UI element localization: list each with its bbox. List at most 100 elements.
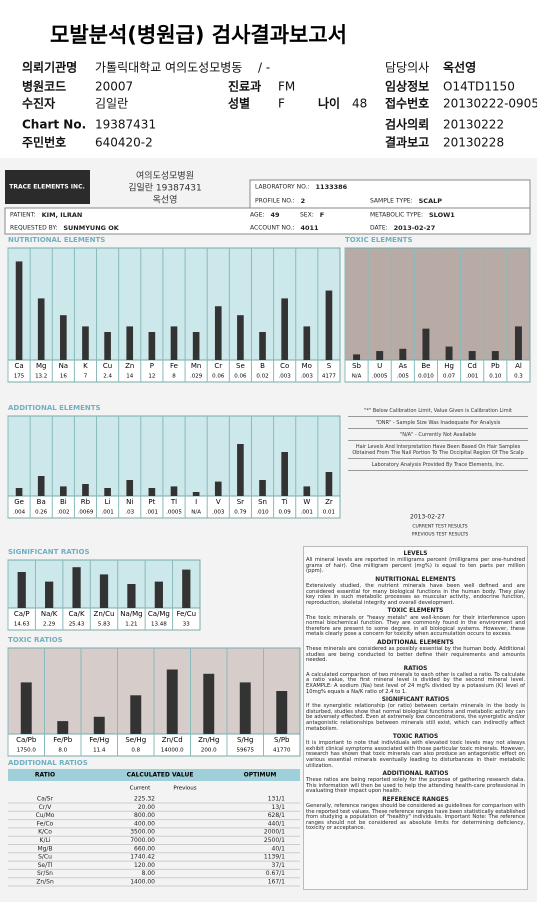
element-label: Se	[236, 362, 245, 370]
element-label: Zn/Cd	[162, 736, 183, 744]
element-label: Pt	[148, 498, 155, 506]
lab-value: SCALP	[419, 197, 443, 205]
element-value: 5.83	[98, 622, 111, 628]
table-header: RATIO	[35, 772, 55, 779]
element-label: Ca	[14, 362, 23, 370]
element-label: Ba	[37, 498, 46, 506]
field-value: F	[278, 97, 285, 111]
element-value: 7	[84, 374, 88, 380]
element-value: .003	[279, 374, 292, 380]
element-value: .010	[256, 510, 269, 516]
ratio-optimum: 628/1	[268, 812, 285, 819]
element-value: 0.07	[443, 374, 456, 380]
element-value: 0.3	[514, 374, 523, 380]
ratio-optimum: 167/1	[268, 879, 285, 886]
lab-value: 2	[301, 197, 306, 205]
explanation-text: All mineral levels are reported in milli…	[306, 557, 525, 575]
title: 모발분석(병원급) 검사결과보고서	[50, 23, 347, 47]
element-value: .029	[190, 374, 203, 380]
element-label: Hg	[444, 362, 454, 370]
ratio-name: Sr/Sn	[37, 870, 53, 877]
bar	[126, 480, 134, 496]
element-value: 0.01	[323, 510, 335, 516]
ratio-name: Cu/Mo	[36, 812, 55, 819]
field-label: 임상정보	[385, 79, 429, 94]
element-value: .004	[13, 510, 26, 516]
panel-title: SIGNIFICANT RATIOS	[8, 548, 90, 556]
bar	[192, 492, 200, 496]
element-label: Ni	[126, 498, 133, 506]
element-label: Zn/Hg	[198, 736, 219, 744]
logo-box	[5, 170, 90, 204]
element-value: 200.0	[201, 748, 217, 754]
element-value: 16	[60, 374, 67, 380]
element-label: Ca/P	[14, 610, 30, 618]
field-label: 진료과	[228, 79, 261, 94]
lab-value: 2013-02-27	[394, 224, 436, 232]
ratio-optimum: 40/1	[272, 845, 286, 852]
ratio-optimum: 131/1	[268, 796, 285, 803]
ratio-optimum: 37/1	[272, 862, 286, 869]
element-label: Zn/Cu	[94, 610, 115, 618]
field-value: / -	[258, 61, 270, 75]
panel-title: TOXIC ELEMENTS	[345, 236, 413, 244]
bar	[422, 328, 430, 360]
element-value: 11.4	[93, 748, 106, 754]
bar	[170, 486, 178, 496]
bar	[82, 326, 89, 360]
element-label: Fe/Cu	[176, 610, 196, 618]
notes-date: 2013-02-27	[410, 514, 445, 521]
field-label: 옥선영	[443, 60, 476, 75]
bar	[192, 332, 200, 360]
element-label: Ca/Pb	[16, 736, 37, 744]
element-value: 33	[183, 622, 190, 628]
field-value: 김일란	[95, 97, 128, 111]
lab-value: 4011	[300, 224, 319, 232]
panel-title: NUTRITIONAL ELEMENTS	[8, 236, 105, 244]
previous-label: PREVIOUS TEST RESULTS	[412, 532, 469, 538]
bar	[104, 488, 111, 496]
element-label: Sr	[237, 498, 244, 506]
element-label: Rb	[81, 498, 91, 506]
ratio-value: 660.00	[134, 845, 155, 852]
bar	[259, 480, 266, 496]
bar	[445, 346, 453, 360]
bar	[72, 567, 81, 608]
bar	[399, 348, 407, 360]
lab-value: F	[320, 211, 324, 219]
element-value: .003	[212, 510, 225, 516]
note: "N/A" - Currently Not Available	[348, 432, 528, 441]
explanation-heading: TOXIC RATIOS	[392, 734, 439, 741]
explanation-heading: ADDITIONAL ELEMENTS	[377, 639, 454, 646]
element-label: Tl	[170, 498, 177, 506]
bar	[170, 326, 178, 360]
ratio-name: Mg/B	[37, 845, 52, 852]
lab-value: 1133386	[316, 183, 348, 191]
field-label: 성별	[228, 96, 250, 111]
element-label: B	[260, 362, 265, 370]
ratio-name: K/Li	[40, 837, 51, 844]
bar	[17, 572, 26, 608]
explanation-heading: TOXIC ELEMENTS	[387, 608, 444, 615]
element-label: Ca/Mg	[148, 610, 170, 618]
stamp: 김일란 19387431	[128, 182, 202, 194]
element-value: 0.06	[212, 374, 225, 380]
element-label: Ca/K	[69, 610, 86, 618]
bar	[325, 472, 333, 496]
element-value: 0.02	[256, 374, 268, 380]
element-label: Mo	[302, 362, 312, 370]
explanations: LEVELS All mineral levels are reported in…	[303, 546, 528, 890]
element-label: S/Hg	[237, 736, 254, 744]
element-label: Fe	[170, 362, 178, 370]
element-label: Li	[105, 498, 111, 506]
field-label: 검사의뢰	[385, 117, 429, 132]
lab-label: SEX:	[300, 212, 314, 219]
field-value: 가톨릭대학교 여의도성모병동	[95, 61, 242, 75]
bar	[37, 298, 45, 360]
panel-title: ADDITIONAL ELEMENTS	[8, 404, 101, 412]
explanation-text: Extensively studied, the nutrient minera…	[306, 583, 525, 606]
ratio-name: Cr/V	[39, 804, 53, 811]
element-value: .002	[57, 510, 69, 516]
field-value: 48	[352, 97, 367, 111]
